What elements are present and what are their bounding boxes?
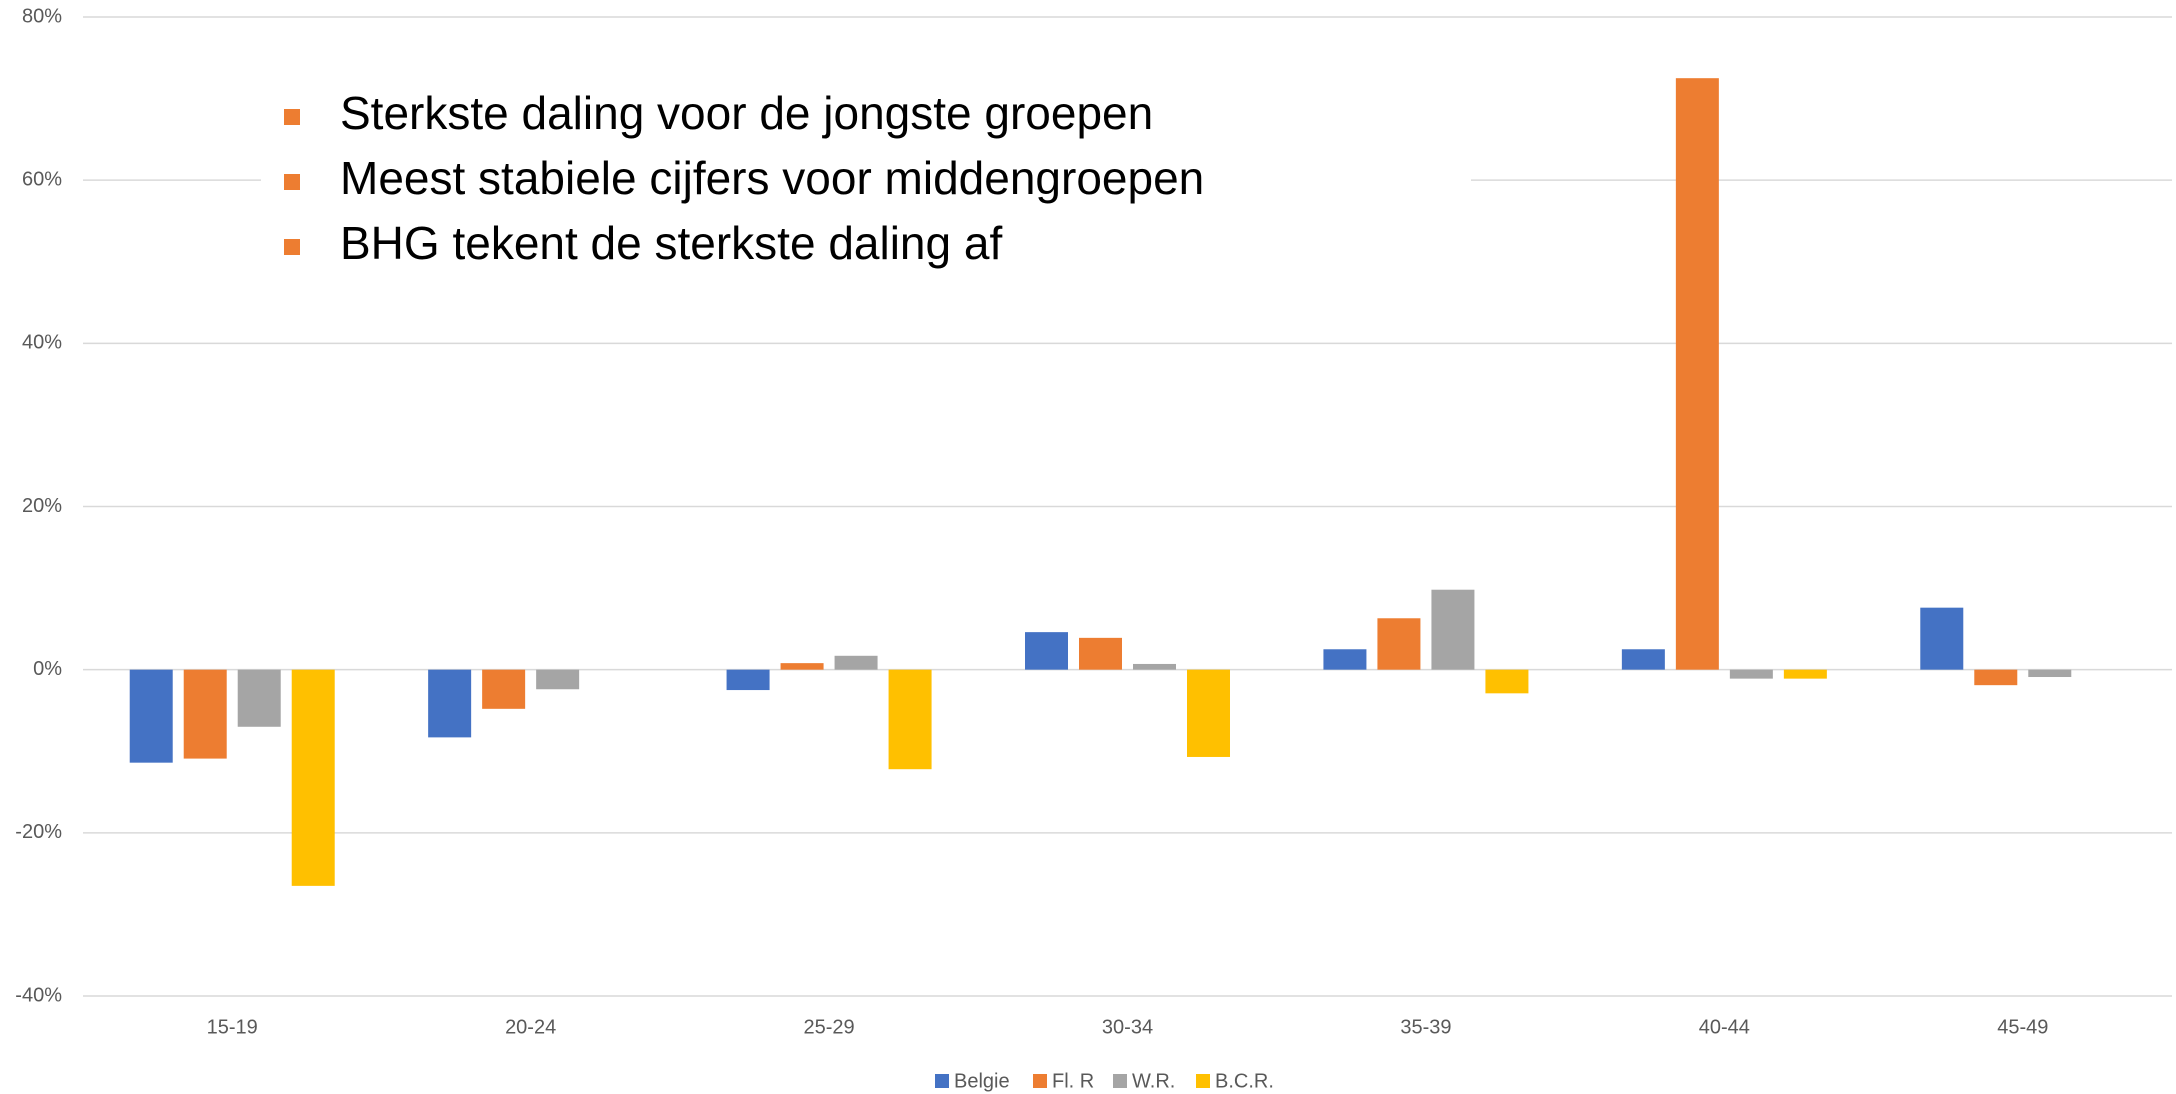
bar [1974, 669, 2018, 686]
bullet [284, 109, 300, 125]
legend-label: W.R. [1132, 1070, 1175, 1092]
bar [1187, 669, 1230, 757]
x-tick-label: 20-24 [505, 1016, 556, 1038]
bar [482, 669, 526, 709]
annotation: Sterkste daling voor de jongste groepen [340, 87, 1153, 139]
bar [2028, 669, 2072, 678]
y-tick-label: 20% [22, 495, 62, 517]
bar [1621, 649, 1665, 670]
legend-swatch [935, 1074, 949, 1088]
bullet [284, 239, 300, 255]
bar [1133, 663, 1176, 670]
bar [888, 669, 932, 770]
bar [726, 669, 770, 691]
y-tick-label: -20% [15, 821, 62, 843]
legend-label: B.C.R. [1215, 1070, 1274, 1092]
bar [129, 669, 173, 763]
y-tick-label: 40% [22, 332, 62, 354]
x-tick-label: 45-49 [1997, 1016, 2048, 1038]
x-tick-label: 40-44 [1699, 1016, 1750, 1038]
legend-swatch [1113, 1074, 1127, 1088]
legend-swatch [1033, 1074, 1047, 1088]
y-tick-label: 0% [33, 658, 62, 680]
legend-swatch [1196, 1074, 1210, 1088]
x-tick-label: 25-29 [803, 1016, 854, 1038]
bar [1485, 669, 1529, 694]
legend-label: Belgie [954, 1070, 1010, 1092]
bar [183, 669, 227, 759]
bar [1431, 589, 1475, 670]
bullet [284, 174, 300, 190]
annotation: BHG tekent de sterkste daling af [340, 217, 1002, 269]
bar [1025, 632, 1068, 670]
annotation-box [261, 70, 1471, 280]
bar [428, 669, 472, 738]
annotation: Meest stabiele cijfers voor middengroepe… [340, 152, 1204, 204]
bar [237, 669, 281, 727]
bar [780, 663, 824, 670]
bar [1920, 607, 1964, 670]
x-tick-label: 35-39 [1400, 1016, 1451, 1038]
bar [1377, 618, 1421, 670]
bar [1783, 669, 1827, 679]
y-tick-label: 80% [22, 5, 62, 27]
x-tick-label: 30-34 [1102, 1016, 1153, 1038]
bar [536, 669, 580, 690]
bar [291, 669, 335, 886]
bar [1675, 78, 1719, 670]
bar [1323, 649, 1367, 670]
bar [1079, 637, 1122, 670]
y-tick-label: -40% [15, 984, 62, 1006]
y-tick-label: 60% [22, 168, 62, 190]
bar [834, 655, 878, 670]
x-tick-label: 15-19 [207, 1016, 258, 1038]
bar [1729, 669, 1773, 679]
legend-label: Fl. R [1052, 1070, 1094, 1092]
